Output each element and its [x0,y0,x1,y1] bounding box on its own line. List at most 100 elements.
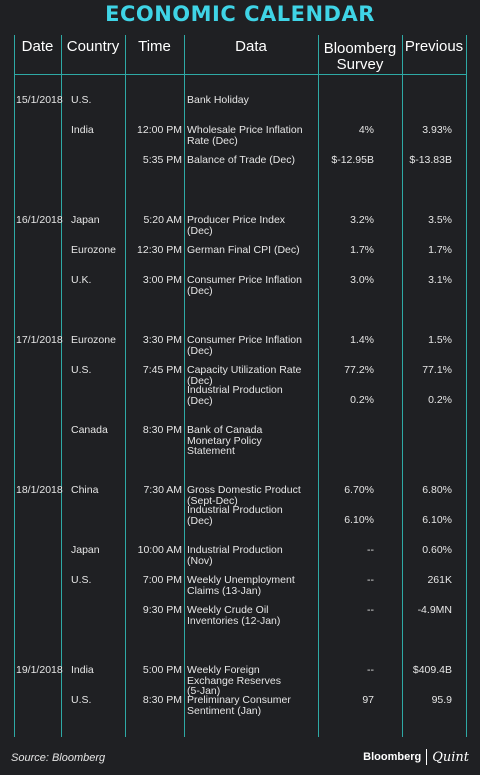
cell-data-line: (Nov) [187,554,213,567]
column-divider [466,35,467,737]
brand-separator [426,749,428,765]
cell-date: 17/1/2018 [16,334,63,346]
header-country: Country [66,38,120,55]
cell-previous: 6.10% [422,514,452,526]
cell-data-line: Producer Price Index [187,214,286,226]
cell-data-line: (Sept-Dec) [187,494,238,507]
cell-data-line: Industrial Production [187,544,283,556]
cell-data: Bank of Canada Monetary Policy Statement [187,425,317,457]
cell-data-line: Weekly Foreign [187,664,260,676]
cell-country: U.S. [71,574,92,586]
cell-data-line: (Dec) [187,394,213,407]
cell-survey: -- [367,664,374,676]
cell-data: Industrial Production (Nov) [187,545,317,566]
cell-time: 8:30 PM [142,694,182,706]
cell-previous: 3.1% [428,274,452,286]
cell-country: U.S. [71,94,92,106]
cell-time: 12:00 PM [137,124,182,136]
cell-date: 19/1/2018 [16,664,63,676]
cell-data: Weekly Crude Oil Inventories (12-Jan) [187,605,317,626]
brand-logo: Bloomberg Quint [363,749,469,765]
cell-survey: 1.4% [350,334,374,346]
cell-time: 7:30 AM [143,484,182,496]
column-divider [318,35,319,737]
cell-data-line: (Dec) [187,224,213,237]
column-divider [402,35,403,737]
cell-data: Balance of Trade (Dec) [187,155,317,166]
cell-date: 15/1/2018 [16,94,63,106]
cell-previous: 6.80% [422,484,452,496]
cell-data: German Final CPI (Dec) [187,245,317,256]
header-date: Date [21,38,54,55]
cell-time: 5:00 PM [142,664,182,676]
cell-previous: 3.93% [422,124,452,136]
cell-data-line: Consumer Price Inflation [187,334,302,346]
cell-data-line: (Dec) [187,374,213,387]
header-survey: Bloomberg Survey [318,35,402,74]
cell-country: China [71,484,99,496]
cell-survey: 3.2% [350,214,374,226]
cell-previous: 1.5% [428,334,452,346]
cell-country: U.S. [71,364,92,376]
cell-previous: 261K [427,574,452,586]
header-survey-line2: Survey [336,55,384,73]
brand-bloomberg: Bloomberg [363,751,422,763]
cell-previous: $409.4B [412,664,452,676]
cell-data-line: Bank Holiday [187,94,249,106]
cell-survey: 77.2% [344,364,374,376]
cell-data-line: Industrial Production [187,504,283,516]
cell-data-line: Industrial Production [187,384,283,396]
cell-country: India [71,124,94,136]
column-divider [14,35,15,737]
cell-data: Weekly Foreign Exchange Reserves (5-Jan) [187,665,317,697]
cell-country: Japan [71,544,100,556]
cell-time: 5:20 AM [143,214,182,226]
cell-time: 12:30 PM [137,244,182,256]
cell-survey: 4% [358,124,374,136]
cell-time: 7:45 PM [142,364,182,376]
cell-data-line: Inventories (12-Jan) [187,614,281,627]
cell-data-line: (Dec) [187,284,213,297]
header-survey-line1: Bloomberg [323,39,397,57]
cell-data: Weekly Unemployment Claims (13-Jan) [187,575,317,596]
cell-country: Eurozone [71,244,116,256]
cell-data-line: Exchange Reserves [187,674,281,687]
cell-data: Producer Price Index (Dec) [187,215,317,236]
cell-survey: 3.0% [350,274,374,286]
cell-date: 18/1/2018 [16,484,63,496]
cell-previous: 1.7% [428,244,452,256]
cell-data-line: Weekly Crude Oil [187,604,269,616]
cell-data: Consumer Price Inflation (Dec) [187,275,317,296]
cell-time: 8:30 PM [142,424,182,436]
cell-survey: -- [367,544,374,556]
cell-data-line: (Dec) [187,344,213,357]
cell-country: Eurozone [71,334,116,346]
cell-data: Preliminary Consumer Sentiment (Jan) [187,695,317,716]
cell-time: 3:30 PM [142,334,182,346]
cell-previous: 95.9 [431,694,452,706]
cell-survey: $-12.95B [331,154,374,166]
cell-previous: $-13.83B [409,154,452,166]
cell-data-line: Claims (13-Jan) [187,584,262,597]
cell-time: 10:00 AM [137,544,182,556]
cell-survey: -- [367,574,374,586]
cell-data-line: German Final CPI (Dec) [187,244,300,256]
cell-survey: -- [367,604,374,616]
source-note: Source: Bloomberg [11,752,106,764]
cell-data-line: Sentiment (Jan) [187,704,262,717]
cell-time: 3:00 PM [142,274,182,286]
cell-country: Canada [71,424,108,436]
cell-data: Gross Domestic Product (Sept-Dec) [187,485,317,506]
cell-data-line: Gross Domestic Product [187,484,301,496]
page-title: ECONOMIC CALENDAR [105,2,375,26]
cell-time: 5:35 PM [142,154,182,166]
header-data: Data [235,38,267,55]
cell-previous: 77.1% [422,364,452,376]
cell-data: Wholesale Price Inflation Rate (Dec) [187,125,317,146]
cell-data-line: Wholesale Price Inflation [187,124,303,136]
cell-data-line: Balance of Trade (Dec) [187,154,295,166]
cell-time: 7:00 PM [142,574,182,586]
cell-previous: 0.60% [422,544,452,556]
column-divider [184,35,185,737]
cell-time: 9:30 PM [142,604,182,616]
